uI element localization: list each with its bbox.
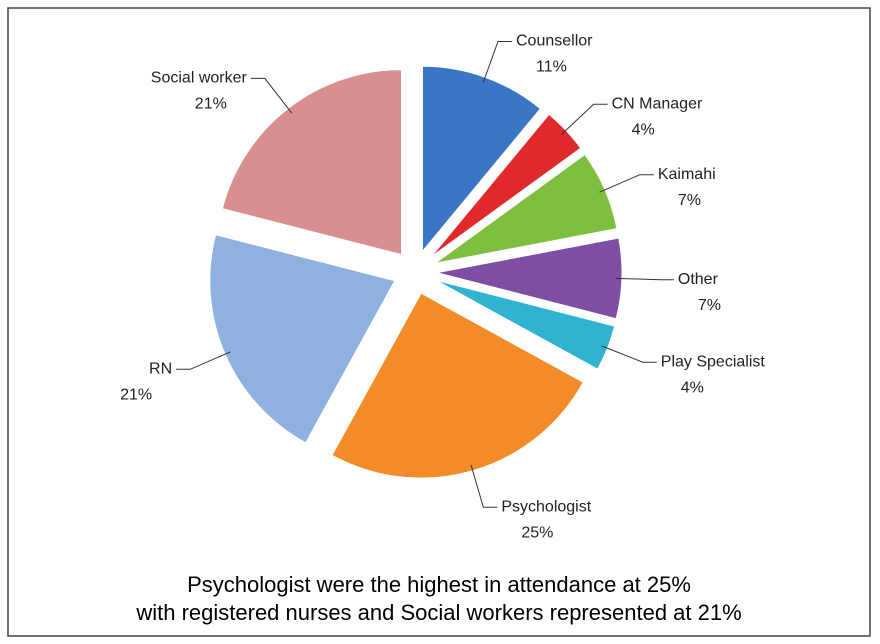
caption-line: with registered nurses and Social worker… (135, 600, 741, 625)
slice-label: Other (678, 271, 719, 288)
slice-value-label: 21% (120, 387, 152, 404)
slice-value-label: 7% (678, 192, 701, 209)
slice-value-label: 11% (536, 59, 567, 76)
leader-line (482, 40, 512, 84)
leader-line (561, 103, 608, 135)
caption-line: Psychologist were the highest in attenda… (187, 572, 691, 597)
slice-label: Kaimahi (658, 166, 716, 183)
slice-label: Counsellor (516, 33, 593, 50)
slice-value-label: 4% (632, 122, 655, 139)
slice-value-label: 7% (698, 297, 721, 314)
leader-line (615, 277, 674, 281)
slice-label: CN Manager (612, 96, 703, 113)
slice-label: Psychologist (501, 498, 591, 515)
slice-value-label: 25% (521, 524, 553, 541)
slice-value-label: 4% (681, 379, 704, 396)
slice-label: RN (149, 361, 172, 378)
leader-line (176, 351, 231, 370)
leader-line (599, 174, 654, 193)
slice-value-label: 21% (195, 96, 227, 113)
slice-label: Play Specialist (661, 353, 766, 370)
leader-line (470, 464, 498, 508)
leader-line (601, 345, 657, 363)
slice-label: Social worker (151, 70, 248, 87)
leader-line (250, 77, 293, 114)
